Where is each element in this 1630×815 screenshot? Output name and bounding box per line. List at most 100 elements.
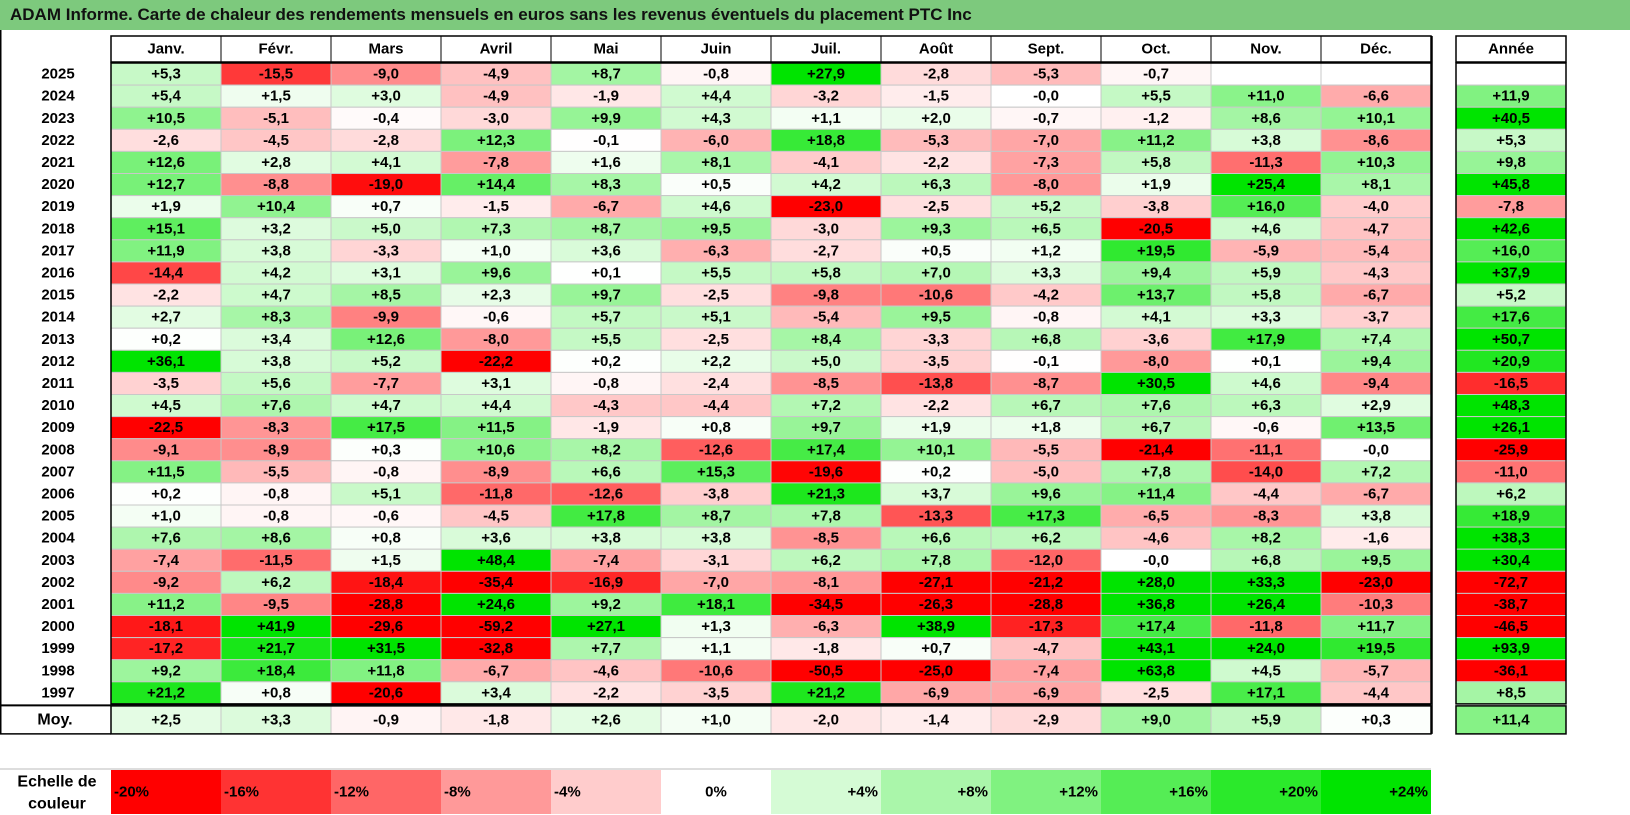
heat-cell-value: +0,1 <box>1251 353 1281 370</box>
heat-cell-value: -22,5 <box>149 419 183 436</box>
heat-cell-value: +21,3 <box>807 485 845 502</box>
heat-cell-value: +0,8 <box>261 684 291 701</box>
heat-cell-value: -7,7 <box>373 375 399 392</box>
heat-cell-value: -10,3 <box>1359 596 1393 613</box>
heat-cell-value: +1,8 <box>1031 419 1061 436</box>
year-total-value: +6,2 <box>1496 485 1526 502</box>
heat-cell-value: +0,8 <box>701 419 731 436</box>
heat-cell-value: -8,0 <box>1033 176 1059 193</box>
heat-cell-value: -19,6 <box>809 463 843 480</box>
heat-cell-value: -2,8 <box>923 66 949 83</box>
heat-cell-value: +9,5 <box>921 309 951 326</box>
heat-cell-value: -3,5 <box>703 684 729 701</box>
heat-cell-value: -5,1 <box>263 110 289 127</box>
avg-year-cell <box>1455 705 1567 735</box>
heat-cell-value: +9,7 <box>591 287 621 304</box>
scale-swatch <box>661 770 771 814</box>
heat-cell-value: +3,0 <box>371 88 401 105</box>
scale-swatch-label: +20% <box>1279 784 1318 801</box>
heat-cell-value: -8,5 <box>813 375 839 392</box>
year-total-value: +30,4 <box>1492 552 1531 569</box>
heat-cell-value: +0,2 <box>591 353 621 370</box>
row-year-label: 2010 <box>41 397 74 414</box>
heat-cell-value: +17,1 <box>1247 684 1285 701</box>
heat-cell-value: +21,7 <box>257 640 295 657</box>
avg-cell <box>1210 705 1322 735</box>
year-total-value: +40,5 <box>1492 110 1530 127</box>
heat-cell-value: +17,5 <box>367 419 405 436</box>
heat-cell-value: +9,4 <box>1141 264 1171 281</box>
heat-cell-value: -5,4 <box>813 309 840 326</box>
heat-cell-value: +24,0 <box>1247 640 1285 657</box>
month-header: Janv. <box>147 41 184 58</box>
heat-cell-value: +6,6 <box>591 463 621 480</box>
heat-cell-value: -17,2 <box>149 640 183 657</box>
heat-cell-value: +4,5 <box>1251 662 1281 679</box>
heat-cell-value: +0,2 <box>151 485 181 502</box>
heat-cell-value: +8,3 <box>591 176 621 193</box>
heat-cell-value: -0,0 <box>1363 441 1389 458</box>
heat-cell-value: +10,1 <box>917 441 955 458</box>
heat-cell-value: +1,5 <box>371 552 401 569</box>
heat-cell-value: +24,6 <box>477 596 515 613</box>
heat-cell-value: +12,6 <box>367 331 405 348</box>
heat-cell-value: -2,2 <box>923 154 949 171</box>
heat-cell-value: -14,0 <box>1249 463 1283 480</box>
year-total-value: -16,5 <box>1494 375 1528 392</box>
heat-cell-value: -18,1 <box>149 618 183 635</box>
heat-cell-value: +5,5 <box>591 331 621 348</box>
heat-cell-value: +11,4 <box>1137 485 1175 502</box>
year-total-value: -7,8 <box>1498 198 1524 215</box>
heat-cell-value: +9,5 <box>701 220 731 237</box>
heat-cell-value: +6,2 <box>1031 530 1061 547</box>
heat-cell-value: +8,4 <box>811 331 841 348</box>
heat-cell-value: +8,2 <box>1251 530 1281 547</box>
heat-cell-value: -4,9 <box>483 66 509 83</box>
heat-cell-value: +5,8 <box>1141 154 1171 171</box>
heat-cell-value: +6,6 <box>921 530 951 547</box>
heat-cell-value: +4,6 <box>1251 375 1281 392</box>
heat-cell-value: +7,3 <box>481 220 511 237</box>
heat-cell-value: +3,2 <box>261 220 291 237</box>
year-total-value: +11,9 <box>1492 88 1529 105</box>
year-column-frame <box>1455 62 1567 705</box>
heat-cell-value: -4,0 <box>1363 198 1389 215</box>
heat-cell-value: +3,6 <box>481 530 511 547</box>
heat-cell-value: -19,0 <box>369 176 403 193</box>
year-total-value: +18,9 <box>1492 508 1530 525</box>
heat-cell-value: +36,8 <box>1137 596 1175 613</box>
scale-swatch <box>551 770 661 814</box>
heat-cell-value: -3,5 <box>923 353 949 370</box>
heat-cell-value: +0,1 <box>591 264 621 281</box>
heat-cell-value: -4,3 <box>593 397 619 414</box>
heat-cell-value: -4,4 <box>1363 684 1390 701</box>
heat-cell-value: +6,7 <box>1031 397 1061 414</box>
heat-cell-value: -2,5 <box>703 287 729 304</box>
avg-cell <box>110 705 222 735</box>
month-header: Août <box>919 41 953 58</box>
heat-cell-value: +1,1 <box>701 640 731 657</box>
heat-cell-value: +8,3 <box>261 309 291 326</box>
heat-cell-value: -5,5 <box>1033 441 1059 458</box>
heat-cell-value: -11,5 <box>259 552 292 569</box>
heat-cell-value: +15,3 <box>697 463 735 480</box>
year-total-cell <box>1455 62 1567 86</box>
heat-cell-value: -29,6 <box>369 618 403 635</box>
row-year-label: 2016 <box>41 264 74 281</box>
row-year-label: 2021 <box>41 154 74 171</box>
heat-cell-value: -7,0 <box>703 574 729 591</box>
row-year-label: 2017 <box>41 242 74 259</box>
heat-cell-value: +2,8 <box>261 154 291 171</box>
scale-swatch <box>441 770 551 814</box>
heat-cell-value: +10,5 <box>147 110 185 127</box>
row-year-label: 1997 <box>41 684 74 701</box>
heat-cell-value: +8,2 <box>591 441 621 458</box>
year-total-value: +5,3 <box>1496 132 1526 149</box>
heat-cell-value: -7,0 <box>1033 132 1059 149</box>
heat-cell-value: -3,1 <box>703 552 729 569</box>
heat-cell-value: -0,8 <box>373 463 399 480</box>
heat-cell-value: -4,7 <box>1033 640 1059 657</box>
heat-cell-value: +1,1 <box>811 110 841 127</box>
year-total-value: +16,0 <box>1492 242 1530 259</box>
heat-cell-value: -8,9 <box>483 463 509 480</box>
